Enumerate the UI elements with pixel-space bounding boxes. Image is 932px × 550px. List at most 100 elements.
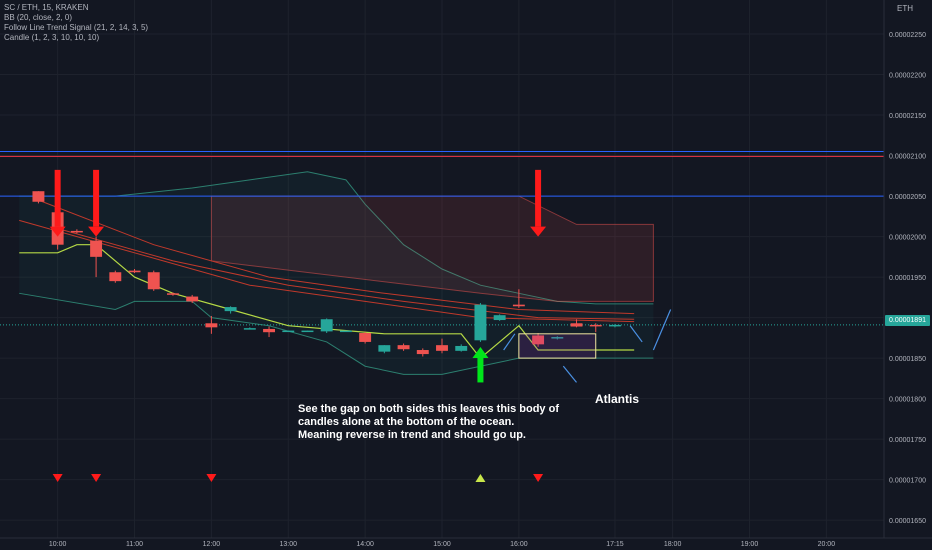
- candle-body[interactable]: [551, 337, 564, 339]
- signal-arrow-shaft: [93, 169, 100, 227]
- bottom-marker-down: [52, 474, 63, 482]
- candle-body[interactable]: [282, 330, 295, 333]
- candle-body[interactable]: [493, 315, 506, 321]
- signal-arrow-shaft: [477, 356, 484, 383]
- time-tick-label: 11:00: [126, 541, 143, 548]
- price-tick-label: 0.00001850: [889, 356, 926, 363]
- signal-arrow-down: [88, 169, 105, 237]
- candle-body[interactable]: [128, 270, 141, 273]
- bollinger-bands: [19, 171, 654, 375]
- last-price-tag: 0.00001891: [885, 315, 930, 326]
- price-tick-label: 0.00002200: [889, 73, 926, 80]
- time-tick-label: 13:00: [279, 541, 297, 548]
- signal-arrow-head: [472, 347, 489, 359]
- candle-body[interactable]: [397, 345, 410, 350]
- candle-body[interactable]: [186, 296, 199, 302]
- follow-line-trend: [19, 244, 635, 359]
- time-tick-label: 20:00: [818, 541, 836, 548]
- price-tick-label: 0.00002250: [889, 32, 926, 39]
- bottom-markers: [52, 474, 544, 482]
- follow-line: [19, 244, 635, 359]
- arrow-left-box[interactable]: [503, 333, 516, 351]
- atlantis-label[interactable]: Atlantis: [595, 392, 640, 406]
- bottom-marker-down: [91, 474, 102, 482]
- price-tick-label: 0.00001800: [889, 397, 926, 404]
- candle-body[interactable]: [474, 304, 487, 341]
- bottom-marker-down: [533, 474, 544, 482]
- candle-body[interactable]: [378, 345, 391, 352]
- price-tick-label: 0.00002100: [889, 154, 926, 161]
- note-line: candles alone at the bottom of the ocean…: [298, 416, 515, 428]
- candle-body[interactable]: [416, 350, 429, 355]
- time-tick-label: 17:15: [606, 541, 624, 548]
- signal-arrow-up: [472, 347, 489, 383]
- candle-body[interactable]: [608, 324, 621, 327]
- bollinger-upper: [19, 171, 654, 305]
- trend-line: [19, 219, 635, 323]
- time-tick-label: 10:00: [49, 541, 67, 548]
- indicator-legend: SC / ETH, 15, KRAKEN BB (20, close, 2, 0…: [4, 3, 148, 43]
- price-tick-label: 0.00001650: [889, 518, 926, 525]
- time-tick-label: 19:00: [741, 541, 759, 548]
- price-tick-label: 0.00002150: [889, 113, 926, 120]
- signal-arrow-shaft: [54, 169, 61, 227]
- candle-body[interactable]: [90, 240, 103, 257]
- signal-arrow-head: [88, 226, 105, 237]
- candles[interactable]: [32, 191, 621, 357]
- candle-body[interactable]: [32, 191, 45, 202]
- candle-body[interactable]: [589, 324, 602, 327]
- candle-body[interactable]: [109, 272, 122, 282]
- time-tick-label: 12:00: [203, 541, 221, 548]
- candle-body[interactable]: [263, 328, 276, 333]
- note-line: Meaning reverse in trend and should go u…: [298, 429, 526, 441]
- horizontal-lines[interactable]: [0, 151, 884, 326]
- candle-body[interactable]: [147, 272, 160, 290]
- candle-body[interactable]: [224, 307, 237, 312]
- atlantis-box[interactable]: [518, 333, 597, 359]
- arrow-up-projection[interactable]: [652, 309, 672, 351]
- arrow-right-box[interactable]: [629, 325, 643, 343]
- price-tick-label: 0.00002050: [889, 194, 926, 201]
- legend-candle[interactable]: Candle (1, 2, 3, 10, 10, 10): [4, 33, 100, 42]
- legend-symbol[interactable]: SC / ETH, 15, KRAKEN: [4, 3, 89, 12]
- candle-body[interactable]: [320, 319, 333, 332]
- candle-body[interactable]: [339, 330, 352, 333]
- time-tick-label: 15:00: [433, 541, 451, 548]
- signal-arrows: [49, 169, 547, 383]
- trend-line: [38, 199, 635, 315]
- time-axis[interactable]: [0, 538, 932, 550]
- signal-arrow-down: [530, 169, 547, 237]
- signal-arrow-shaft: [535, 169, 542, 227]
- candle-body[interactable]: [436, 345, 448, 351]
- annotation-note[interactable]: See the gap on both sides this leaves th…: [298, 403, 598, 442]
- signal-arrow-head: [49, 226, 66, 237]
- arrow-to-box[interactable]: [562, 365, 577, 383]
- candle-body[interactable]: [570, 323, 583, 327]
- price-tick-label: 0.00002000: [889, 235, 926, 242]
- price-tick-label: 0.00001700: [889, 478, 926, 485]
- candle-body[interactable]: [205, 323, 218, 328]
- price-tick-label: 0.00001750: [889, 437, 926, 444]
- bottom-marker-up: [475, 474, 486, 482]
- legend-bb[interactable]: BB (20, close, 2, 0): [4, 13, 73, 22]
- legend-follow-line[interactable]: Follow Line Trend Signal (21, 2, 14, 3, …: [4, 23, 149, 32]
- candle-body[interactable]: [301, 330, 314, 333]
- time-tick-label: 16:00: [510, 541, 528, 548]
- price-tick-label: 0.00001950: [889, 275, 926, 282]
- candle-body[interactable]: [532, 335, 545, 345]
- note-line: See the gap on both sides this leaves th…: [298, 403, 559, 415]
- price-axis[interactable]: [884, 0, 932, 538]
- candle-body[interactable]: [70, 230, 83, 233]
- candle-body[interactable]: [243, 328, 256, 330]
- bollinger-fill: [19, 171, 654, 375]
- candle-body[interactable]: [166, 293, 179, 295]
- currency-badge[interactable]: ETH: [897, 4, 913, 13]
- candle-body[interactable]: [455, 345, 468, 351]
- candle-body[interactable]: [512, 304, 525, 307]
- time-axis-labels: 10:00 11:00 12:00 13:00 14:00 15:00 16:00 17:15…: [49, 541, 835, 548]
- user-drawings[interactable]: [503, 309, 672, 383]
- time-tick-label: 18:00: [664, 541, 682, 548]
- candle-body[interactable]: [359, 333, 372, 342]
- signal-arrow-down: [49, 169, 66, 237]
